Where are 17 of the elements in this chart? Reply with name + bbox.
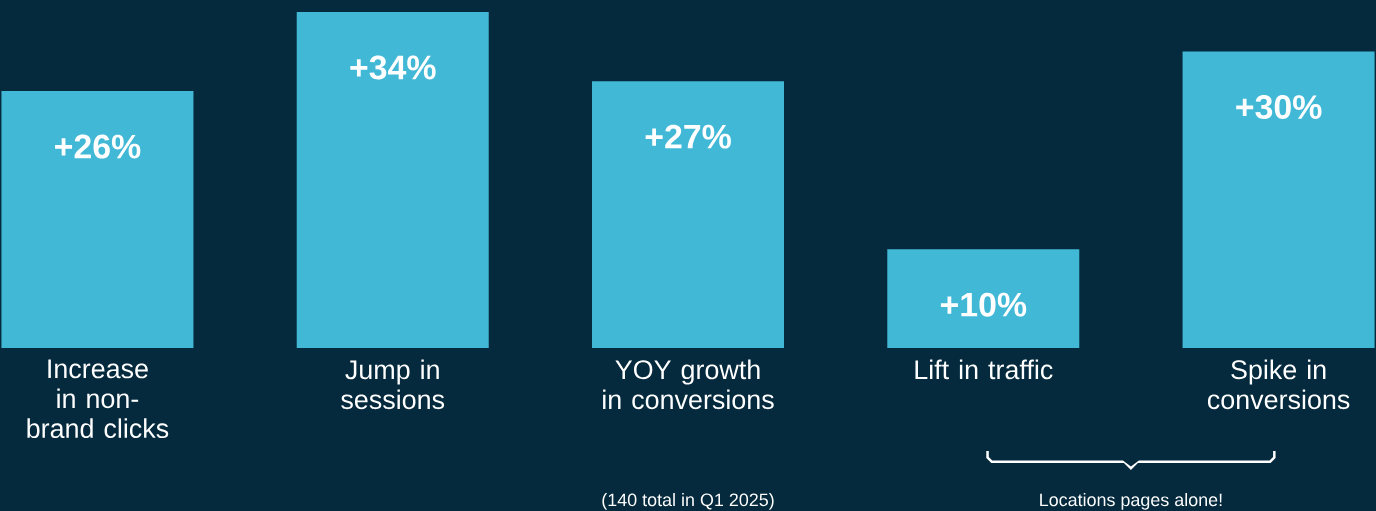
data-label: +10% xyxy=(940,292,1027,317)
x-tick-label: Spike in conversions xyxy=(1207,359,1350,410)
x-tick-label: Increase in non-brand clicks xyxy=(27,359,169,439)
x-tick-label: YOY growth in conversions xyxy=(603,359,774,410)
bar xyxy=(887,249,1080,348)
data-label: +27% xyxy=(645,124,731,149)
text: (140 total in Q1 2025) xyxy=(602,493,774,510)
data-label: +34% xyxy=(350,55,436,80)
data-label: +30% xyxy=(1236,95,1322,120)
x-tick-label: Lift in traffic xyxy=(915,359,1053,380)
bar xyxy=(1182,51,1375,348)
x-tick-label: Jump in sessions xyxy=(341,359,445,410)
bar xyxy=(1,91,194,348)
data-label: +26% xyxy=(55,134,141,159)
text: Locations pages alone! xyxy=(1040,493,1222,510)
bar xyxy=(296,12,489,348)
bar xyxy=(592,81,785,348)
